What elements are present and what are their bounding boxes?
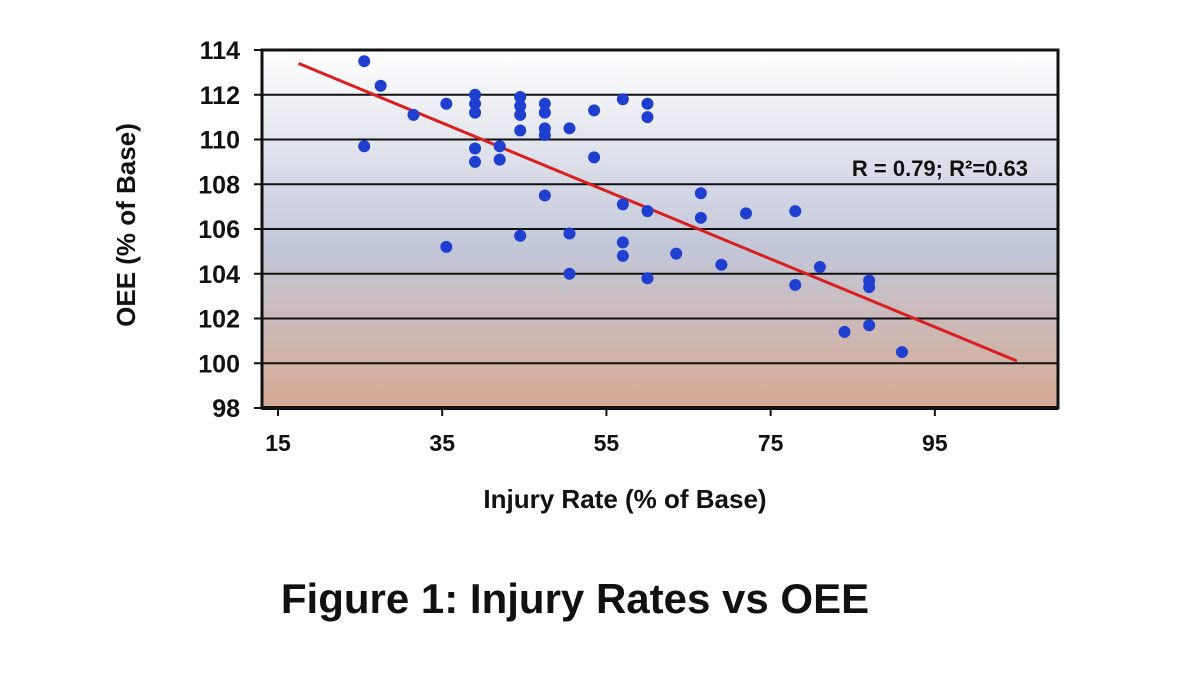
data-point [469,97,482,110]
data-point [588,151,601,164]
data-point [641,97,654,110]
x-tick-label: 95 [922,430,948,456]
y-tick-labels: 98 100 102 104 106 108 110 112 114 [198,37,240,423]
data-point [538,189,551,202]
data-point [641,111,654,124]
data-point [896,346,908,359]
gridlines [254,49,1058,409]
data-point [789,278,802,291]
data-point [694,211,707,224]
figure-caption: Figure 1: Injury Rates vs OEE [280,575,870,622]
data-point [407,108,420,121]
data-point [863,281,876,294]
data-point [493,153,506,166]
data-point [358,55,371,68]
data-point [440,97,453,110]
data-point [514,99,527,112]
y-axis-title: OEE (% of Base) [111,123,141,327]
data-point [469,142,482,155]
y-tick-label: 110 [200,127,240,155]
data-point [616,93,629,106]
data-point [469,155,482,168]
x-axis-title: Injury Rate (% of Base) [483,484,766,514]
data-point [514,229,527,242]
data-point [838,325,851,338]
data-point [469,106,482,119]
data-point [670,247,683,260]
data-point [616,249,629,262]
x-tick-label: 75 [758,430,784,456]
data-point [538,106,551,119]
data-point [538,97,551,110]
data-point [563,267,576,280]
data-point [469,88,482,101]
data-point [514,90,527,103]
axes [262,406,1058,416]
data-point [616,236,629,249]
data-point [715,258,728,271]
data-point [374,79,387,92]
data-point [694,187,707,200]
data-point [863,319,876,332]
data-point [641,205,654,218]
data-point [514,108,527,121]
x-tick-label: 55 [594,430,620,456]
x-tick-label: 35 [429,430,455,456]
data-point [588,104,601,117]
y-tick-label: 98 [212,395,240,423]
data-point [641,272,654,285]
data-point [740,207,752,220]
data-point [514,124,527,137]
y-tick-label: 102 [198,306,240,334]
correlation-annotation: R = 0.79; R²=0.63 [852,156,1028,181]
y-tick-label: 108 [198,171,240,199]
y-tick-label: 104 [198,261,240,289]
y-tick-label: 106 [198,216,240,244]
data-points [358,55,908,359]
x-tick-labels: 15 35 55 75 95 [265,430,948,456]
data-point [358,140,371,153]
y-tick-label: 100 [198,350,240,378]
data-point [493,140,506,153]
data-point [440,240,453,253]
data-point [563,122,576,135]
data-point [563,227,576,240]
data-point [616,198,629,211]
data-point [538,129,551,142]
y-tick-label: 112 [200,82,240,110]
y-tick-label: 114 [200,37,240,65]
x-tick-label: 15 [265,430,291,456]
data-point [813,261,826,274]
data-point [789,205,802,218]
